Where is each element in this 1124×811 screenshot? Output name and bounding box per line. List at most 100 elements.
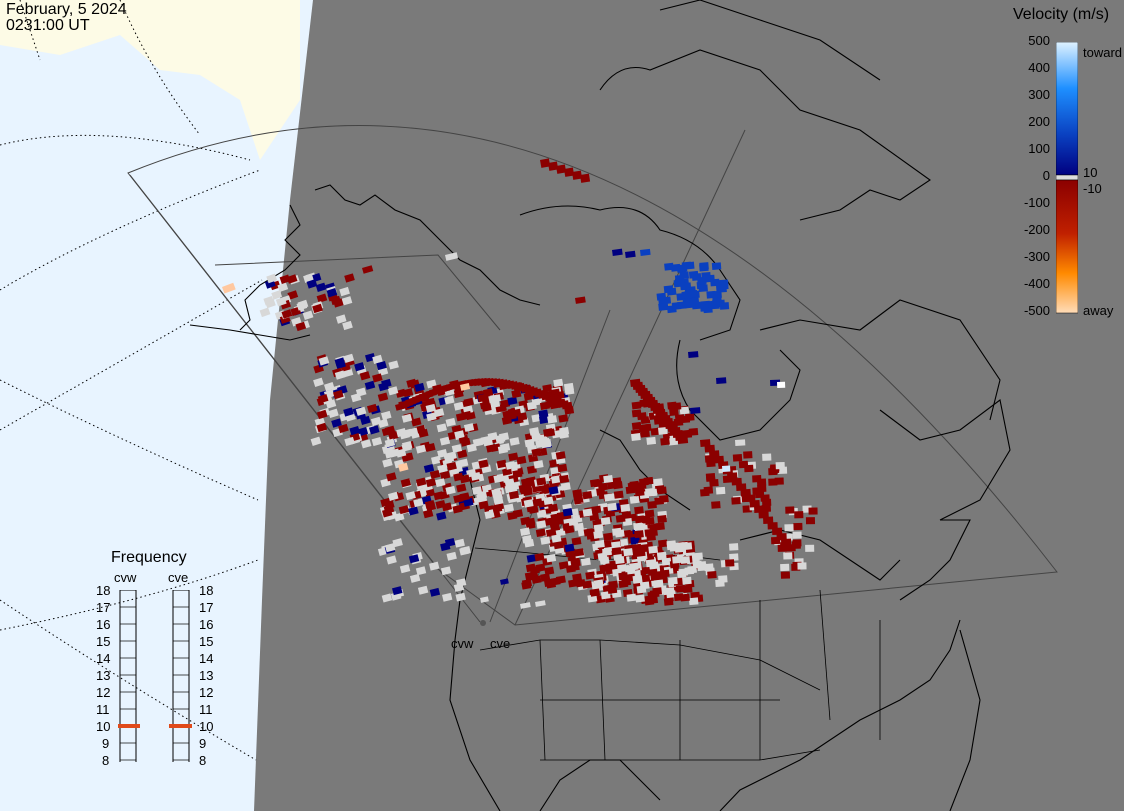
velocity-cell xyxy=(433,491,444,501)
velocity-cell xyxy=(522,477,533,487)
velocity-cell xyxy=(372,354,383,364)
velocity-cell xyxy=(563,382,574,392)
velocity-cell xyxy=(611,547,622,556)
freq-radar-label-cvw: cvw xyxy=(114,570,137,585)
velocity-cell xyxy=(585,571,596,580)
velocity-cell xyxy=(507,396,518,406)
velocity-cell xyxy=(524,538,535,548)
freq-scale-value: 11 xyxy=(199,702,213,717)
velocity-cell xyxy=(281,309,293,319)
velocity-cell xyxy=(649,589,660,598)
velocity-cell xyxy=(444,395,455,405)
freq-scale-value: 17 xyxy=(96,600,111,615)
velocity-cell xyxy=(402,388,414,398)
velocity-cell xyxy=(418,428,429,438)
velocity-cell xyxy=(417,585,429,595)
velocity-cell xyxy=(712,297,722,305)
velocity-cell xyxy=(564,543,575,553)
velocity-cell xyxy=(355,406,367,416)
freq-scale-value: 14 xyxy=(96,651,111,666)
velocity-cell xyxy=(507,511,518,521)
freq-scale-value: 18 xyxy=(96,583,111,598)
velocity-cell xyxy=(456,578,467,588)
radar-site-marker xyxy=(480,620,486,626)
velocity-cell xyxy=(640,429,650,438)
velocity-cell xyxy=(648,545,659,554)
velocity-cell xyxy=(388,491,399,501)
graticule xyxy=(0,0,263,761)
velocity-cell xyxy=(317,394,329,404)
velocity-cell xyxy=(541,439,552,449)
colorbar-pos-label: 10 xyxy=(1083,165,1098,180)
velocity-cell xyxy=(519,527,531,536)
velocity-cell xyxy=(725,559,735,567)
velocity-cell xyxy=(430,455,442,465)
velocity-cell xyxy=(436,423,447,433)
velocity-cell xyxy=(279,274,291,285)
velocity-cell xyxy=(715,579,725,587)
velocity-cell xyxy=(794,511,804,519)
velocity-cell xyxy=(460,383,471,391)
velocity-cell xyxy=(350,392,362,403)
freq-scale-value: 12 xyxy=(96,685,111,700)
velocity-cell xyxy=(405,491,416,501)
freq-scale-value: 8 xyxy=(199,753,207,768)
velocity-cell xyxy=(435,499,446,509)
velocity-cell xyxy=(614,556,625,565)
velocity-cell xyxy=(444,538,456,547)
velocity-cell xyxy=(587,594,598,603)
freq-column xyxy=(172,590,190,762)
velocity-cell xyxy=(499,578,509,585)
velocity-cell xyxy=(439,470,451,480)
velocity-cell xyxy=(463,397,474,407)
velocity-cell xyxy=(677,436,689,444)
velocity-cell xyxy=(334,370,346,380)
velocity-cell xyxy=(604,493,614,502)
velocity-cell xyxy=(453,401,465,411)
velocity-cell xyxy=(760,494,770,502)
freq-scale-value: 15 xyxy=(96,634,111,649)
map-radar-label-cvw: cvw xyxy=(451,636,474,651)
velocity-cell xyxy=(492,503,503,513)
velocity-cell xyxy=(456,483,467,493)
velocity-cell xyxy=(732,454,743,462)
velocity-cell xyxy=(296,301,308,311)
velocity-cell xyxy=(645,487,655,496)
velocity-cell xyxy=(680,556,691,564)
velocity-cell xyxy=(354,362,365,372)
velocity-cell xyxy=(646,436,657,445)
colorbar-tick: 500 xyxy=(1028,33,1050,48)
velocity-cell xyxy=(738,460,749,469)
velocity-cell xyxy=(386,472,397,482)
velocity-cell xyxy=(752,487,762,495)
velocity-cell xyxy=(590,588,601,597)
velocity-cell xyxy=(381,593,393,603)
colorbar-tick: 0 xyxy=(1042,168,1050,183)
velocity-cell xyxy=(696,561,707,569)
velocity-cell xyxy=(597,482,608,491)
velocity-cell xyxy=(650,573,661,582)
velocity-cell xyxy=(607,502,617,511)
colorbar-tick: 100 xyxy=(1028,141,1050,156)
velocity-cell xyxy=(462,405,474,415)
velocity-cell xyxy=(531,433,542,442)
velocity-cell xyxy=(548,503,559,513)
velocity-cell xyxy=(399,564,411,574)
freq-scale-value: 16 xyxy=(96,617,111,632)
velocity-cell xyxy=(546,553,557,563)
velocity-cell xyxy=(653,579,664,588)
velocity-cell xyxy=(349,425,361,436)
velocity-cell xyxy=(384,425,396,435)
velocity-cell xyxy=(731,497,741,505)
velocity-cell xyxy=(331,418,342,428)
velocity-cell xyxy=(330,295,342,306)
velocity-cell xyxy=(429,587,441,597)
velocity-cell xyxy=(593,530,604,539)
velocity-cell xyxy=(620,503,631,512)
freq-marker xyxy=(118,724,140,728)
velocity-cell xyxy=(574,548,585,557)
velocity-cell xyxy=(463,497,474,507)
velocity-cell xyxy=(672,555,682,564)
velocity-cell xyxy=(568,518,579,527)
velocity-cell xyxy=(339,286,350,297)
